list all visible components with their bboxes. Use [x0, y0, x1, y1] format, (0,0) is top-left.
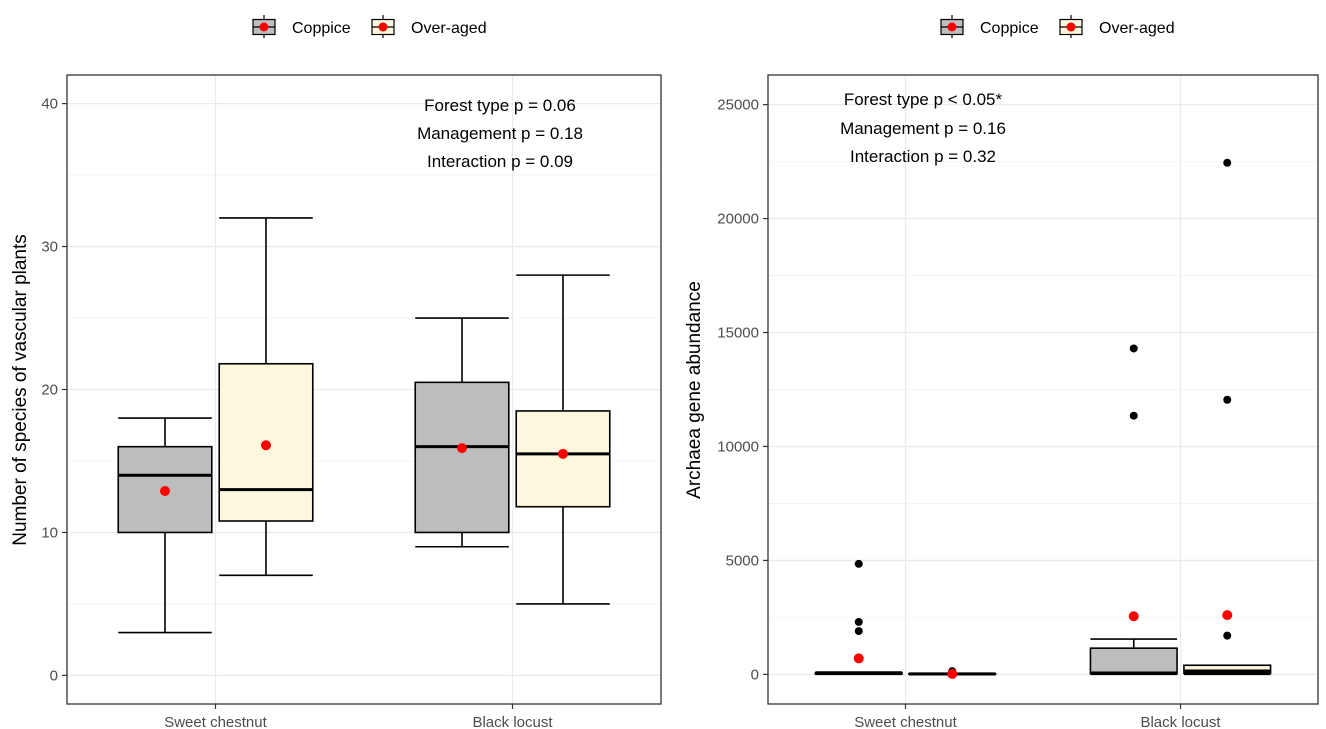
annotation-forest-type: Forest type p < 0.05* — [844, 90, 1003, 109]
boxplots-left — [117, 217, 611, 634]
legend-left: Coppice Over-aged — [252, 15, 487, 38]
box-coppice-black-locust-outlier — [1129, 411, 1138, 420]
box-over-aged-sweet-chestnut-mean — [260, 440, 271, 451]
x-axis-ticks-left: Sweet chestnut Black locust — [164, 704, 553, 729]
y-tick-label: 5000 — [726, 552, 759, 569]
box-over-aged-black-locust-iqr — [1183, 664, 1272, 675]
annotation-interaction: Interaction p = 0.09 — [427, 152, 573, 171]
box-over-aged-sweet-chestnut-mean — [947, 668, 958, 679]
box-over-aged-black-locust-mean — [557, 448, 568, 459]
annotations-right: Forest type p < 0.05* Management p = 0.1… — [840, 90, 1006, 166]
legend-label-coppice: Coppice — [292, 20, 351, 37]
box-over-aged-black-locust-outlier — [1223, 395, 1232, 404]
y-tick-label: 40 — [41, 96, 58, 113]
x-tick-label: Black locust — [472, 714, 553, 729]
y-tick-label: 20 — [41, 382, 58, 399]
box-coppice-black-locust-iqr — [1089, 647, 1178, 675]
box-coppice-black-locust-mean — [1128, 611, 1139, 622]
x-tick-label: Sweet chestnut — [854, 714, 957, 729]
box-over-aged-black-locust-outlier — [1223, 631, 1232, 640]
legend-label-over-aged: Over-aged — [411, 20, 487, 37]
y-tick-label: 30 — [41, 239, 58, 256]
box-coppice-black-locust-iqr — [414, 381, 510, 534]
y-tick-label: 20000 — [717, 211, 759, 228]
legend-key-coppice — [940, 15, 964, 38]
annotation-management: Management p = 0.18 — [417, 124, 583, 143]
y-tick-label: 15000 — [717, 325, 759, 342]
box-coppice-sweet-chestnut-outlier — [854, 617, 863, 626]
legend-key-over-aged-mean — [378, 22, 388, 32]
plot-border — [767, 74, 1319, 705]
annotation-management: Management p = 0.16 — [840, 119, 1006, 138]
y-tick-label: 0 — [50, 667, 58, 684]
legend-label-coppice: Coppice — [980, 20, 1039, 37]
box-coppice-sweet-chestnut-mean — [160, 485, 171, 496]
y-axis-title-right: Archaea gene abundance — [684, 281, 705, 499]
box-coppice-sweet-chestnut-outlier — [854, 559, 863, 568]
y-tick-label: 10 — [41, 524, 58, 541]
box-over-aged-black-locust-iqr — [515, 410, 611, 508]
legend-key-over-aged-mean — [1066, 22, 1076, 32]
legend-right: Coppice Over-aged — [940, 15, 1175, 38]
y-axis-title-left: Number of species of vascular plants — [10, 234, 31, 546]
annotation-interaction: Interaction p = 0.32 — [850, 147, 996, 166]
box-coppice-black-locust-mean — [457, 443, 468, 454]
y-tick-label: 10000 — [717, 438, 759, 455]
legend-key-coppice-mean — [947, 22, 957, 32]
box-coppice-sweet-chestnut-mean — [853, 653, 864, 664]
panel-left-vascular-plants: Coppice Over-aged Forest type p = 0.06 M… — [10, 15, 662, 729]
box-over-aged-black-locust-mean — [1222, 610, 1233, 621]
legend-label-over-aged: Over-aged — [1099, 20, 1175, 37]
y-tick-label: 25000 — [717, 97, 759, 114]
annotations-left: Forest type p = 0.06 Management p = 0.18… — [417, 96, 583, 171]
legend-key-over-aged — [371, 15, 395, 38]
box-over-aged-black-locust-outlier — [1223, 158, 1232, 167]
boxplots-right — [814, 158, 1272, 679]
box-coppice-sweet-chestnut-outlier — [854, 627, 863, 636]
x-axis-ticks-right: Sweet chestnut Black locust — [854, 704, 1221, 729]
panel-right-archaea: Coppice Over-aged Forest type p < 0.05* … — [684, 15, 1319, 729]
x-tick-label: Black locust — [1140, 714, 1221, 729]
legend-key-coppice — [252, 15, 276, 38]
annotation-forest-type: Forest type p = 0.06 — [424, 96, 576, 115]
legend-key-coppice-mean — [259, 22, 269, 32]
legend-key-over-aged — [1059, 15, 1083, 38]
plot-border-right — [767, 74, 1319, 705]
y-axis-ticks-right: 0 5000 10000 15000 20000 25000 — [717, 97, 768, 683]
x-tick-label: Sweet chestnut — [164, 714, 267, 729]
box-coppice-black-locust-outlier — [1129, 344, 1138, 353]
y-axis-ticks-left: 0 10 20 30 40 — [41, 96, 67, 684]
y-tick-label: 0 — [751, 666, 759, 683]
